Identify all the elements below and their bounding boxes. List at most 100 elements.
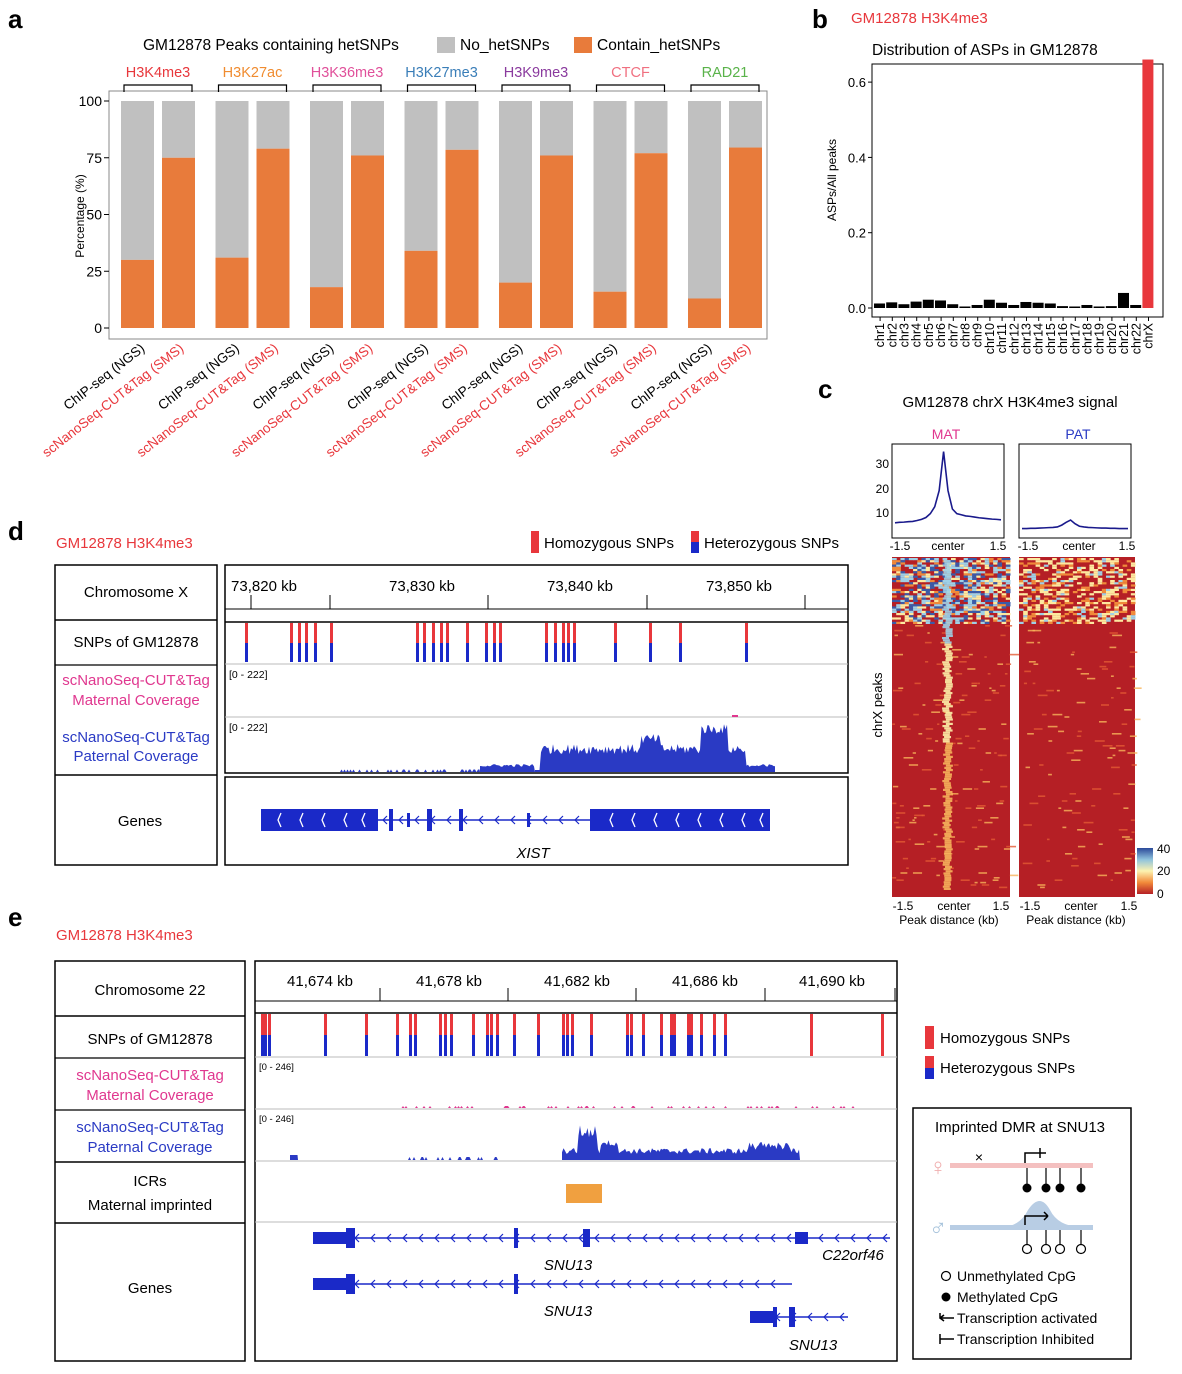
mat-heatmap-cell	[976, 613, 981, 616]
mat-heatmap-cell	[925, 577, 931, 580]
mat-heatmap-cell	[913, 621, 918, 624]
mat-streak-cell	[944, 832, 952, 835]
mat-heatmap-cell	[912, 819, 915, 821]
mat-heatmap-cell	[896, 562, 901, 565]
male-symbol: ♂	[929, 1215, 947, 1242]
mat-streak-cell	[943, 852, 951, 855]
pat-heatmap-cell	[1089, 597, 1095, 600]
group-bracket	[595, 84, 666, 92]
pat-heatmap-cell	[1031, 582, 1037, 585]
pat-heatmap-cell	[1066, 752, 1075, 754]
pat-heatmap-cell	[1031, 591, 1037, 594]
mat-heatmap-cell	[1001, 558, 1007, 561]
mat-heatmap-cell	[938, 621, 944, 624]
mat-streak-cell	[942, 725, 950, 728]
pat-heatmap-cell	[1019, 582, 1024, 585]
pat-heatmap-cell	[1052, 613, 1057, 616]
mat-streak-cell	[944, 876, 952, 879]
mat-streak-cell	[945, 744, 953, 747]
pat-heatmap-cell	[1093, 573, 1099, 576]
mat-heatmap-cell	[917, 584, 922, 587]
profile-ytick-10: 10	[876, 506, 890, 520]
pat-heatmap-cell	[1068, 566, 1074, 569]
pat-heatmap-cell	[1118, 580, 1124, 583]
mat-heatmap-cell	[993, 617, 998, 620]
pat-heatmap-cell	[1081, 615, 1086, 618]
mat-heatmap-cell	[967, 621, 973, 624]
pat-heatmap-cell	[1019, 580, 1024, 583]
mat-heatmap-cell	[934, 606, 939, 609]
mat-heatmap-cell	[896, 569, 901, 572]
snp-het-red	[298, 623, 301, 643]
mat-heatmap-cell	[934, 591, 939, 594]
snp-het-blue	[268, 1035, 271, 1056]
snp-het-blue	[466, 643, 469, 662]
snu13-c22orf46-exon	[583, 1229, 590, 1247]
pat-top-xtick-left: -1.5	[1018, 539, 1039, 553]
bar-ngs-contain-hetsnps	[499, 282, 532, 328]
mat-heatmap-cell	[988, 580, 994, 583]
mat-heatmap-cell	[934, 593, 939, 596]
pat-heatmap-cell	[1068, 573, 1074, 576]
mat-heatmap-cell	[921, 769, 932, 771]
mat-heatmap-cell	[929, 584, 935, 587]
snp-het-blue	[660, 1035, 663, 1056]
pat-heatmap-cell	[1060, 621, 1066, 624]
mat-heatmap-cell	[978, 819, 982, 821]
pat-heatmap-cell	[1130, 588, 1136, 591]
pat-heatmap-cell	[1077, 558, 1082, 561]
b-xtick-chr17: chr17	[1068, 323, 1082, 354]
snp-het-blue	[690, 1035, 693, 1056]
snu13-c22orf46-strand-arrow	[882, 1233, 888, 1243]
mat-heatmap-cell	[892, 573, 897, 576]
pat-heatmap-cell	[1122, 608, 1128, 611]
mat-heatmap-cell	[959, 582, 965, 585]
mat-heatmap-cell	[1005, 560, 1011, 563]
legend-inh-label: Transcription Inhibited	[957, 1331, 1094, 1347]
mat-heatmap-cell	[997, 591, 1003, 594]
pat-heatmap-cell	[1031, 575, 1037, 578]
pat-heatmap-cell	[1060, 591, 1066, 594]
snp-het-blue	[261, 1035, 264, 1056]
mat-heatmap-cell	[953, 764, 959, 766]
legend-hom-label-d: Homozygous SNPs	[544, 535, 674, 552]
mat-heatmap-cell	[926, 737, 932, 740]
snu13-c22orf46-strand-arrow	[866, 1233, 872, 1243]
pat-heatmap-cell	[1097, 573, 1103, 576]
mat-heatmap-cell	[925, 560, 931, 563]
pat-heatmap-cell	[1060, 573, 1066, 576]
b-xtick-chr5: chr5	[922, 323, 936, 347]
pat-heatmap-cell	[1093, 569, 1099, 572]
mat-heatmap-cell	[908, 604, 914, 607]
pat-heatmap-cell	[1122, 599, 1128, 602]
pat-heatmap-cell	[1089, 582, 1095, 585]
mat-streak-cell	[944, 665, 952, 668]
mat-heatmap-cell	[948, 867, 954, 869]
pat-heatmap-cell	[1048, 740, 1053, 742]
mat-streak-cell	[943, 573, 951, 576]
mat-heatmap-cell	[955, 571, 960, 574]
legend-het-label-d: Heterozygous SNPs	[704, 535, 839, 552]
pat-heatmap-cell	[1035, 604, 1041, 607]
snp-het-red	[679, 623, 682, 643]
mat-heatmap-cell	[934, 573, 939, 576]
snu13-b-strand-arrow	[546, 1279, 552, 1289]
mat-heatmap-cell	[1004, 625, 1013, 627]
pat-heatmap-cell	[1085, 604, 1090, 607]
pat-heatmap-cell	[1023, 569, 1028, 572]
pat-heatmap-cell	[1093, 613, 1099, 616]
mat-heatmap-cell	[938, 597, 944, 600]
mat-heatmap-cell	[892, 569, 897, 572]
pat-heatmap-cell	[1085, 621, 1090, 624]
mat-heatmap-cell	[990, 817, 999, 819]
pat-heatmap-cell	[1093, 584, 1099, 587]
pat-heatmap-cell	[1023, 597, 1028, 600]
mat-heatmap-cell	[892, 560, 897, 563]
mat-heatmap-cell	[938, 571, 944, 574]
mat-heatmap-cell	[978, 872, 988, 874]
pat-heatmap-cell	[1064, 599, 1070, 602]
mat-heatmap-cell	[963, 608, 969, 611]
pat-heatmap-cell	[1075, 800, 1082, 802]
pat-heatmap-cell	[1060, 558, 1066, 561]
pat-heatmap-cell	[1085, 597, 1090, 600]
